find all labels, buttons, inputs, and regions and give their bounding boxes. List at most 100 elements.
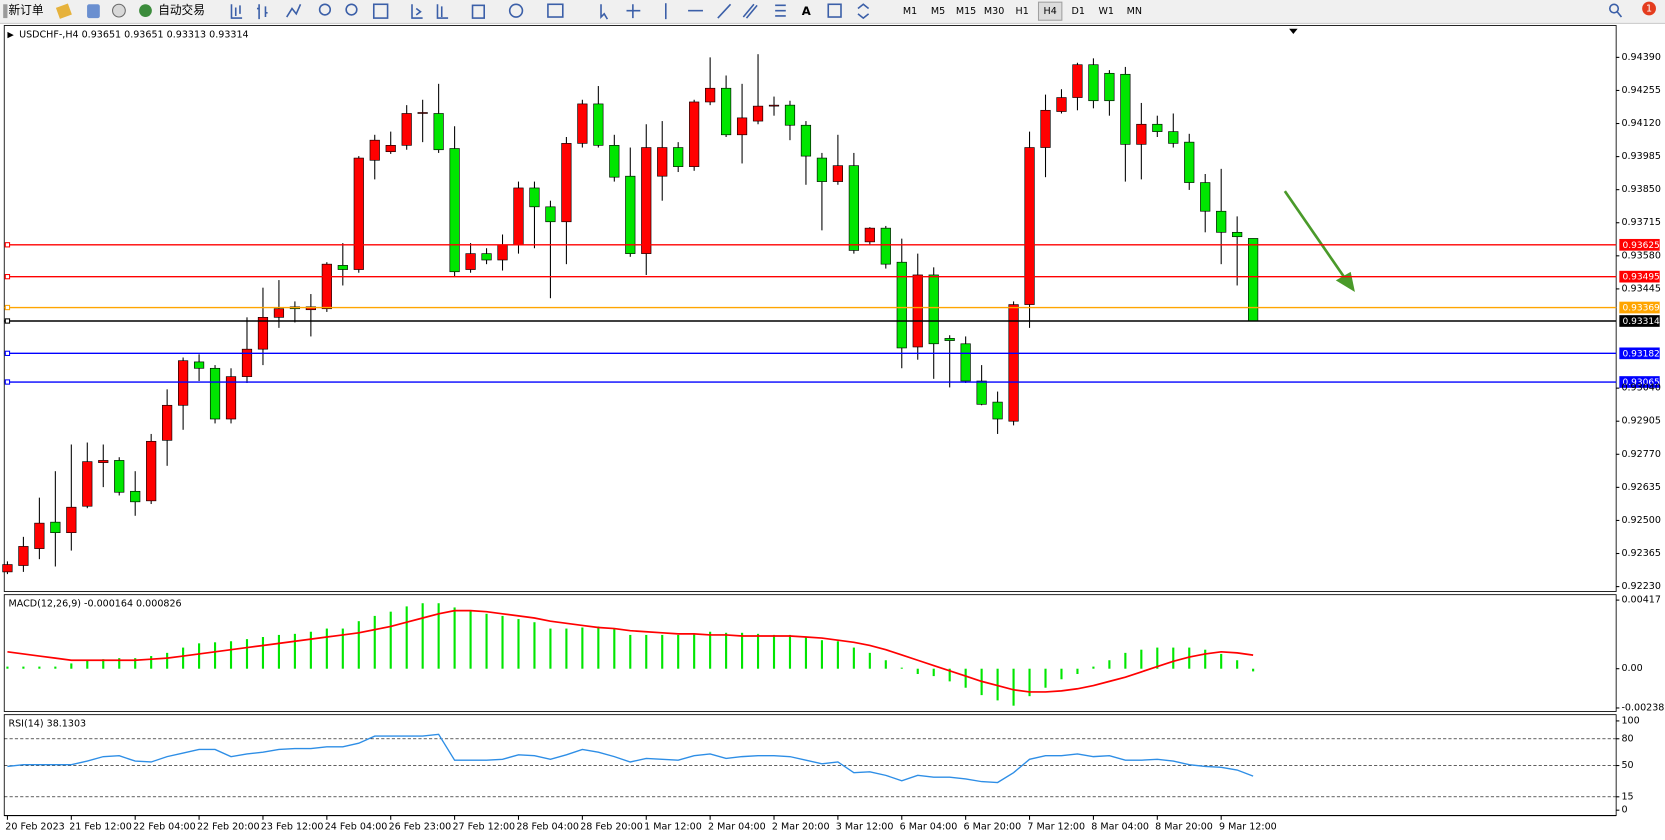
icon[interactable] [471, 4, 486, 19]
candle-body [768, 104, 780, 107]
macd-bar [677, 634, 680, 669]
button-label[interactable]: 新订单 [8, 3, 43, 17]
x-tick-label: 22 Feb 04:00 [133, 822, 196, 833]
x-tick-label: 28 Feb 20:00 [580, 822, 643, 833]
symbol-marker [7, 31, 14, 39]
macd-bar [1188, 647, 1191, 669]
icon[interactable] [230, 4, 243, 19]
timeframe-button[interactable]: M30 [984, 6, 1004, 17]
icon[interactable] [411, 4, 423, 19]
x-tick-label: 8 Mar 20:00 [1155, 822, 1213, 833]
candle-body [130, 490, 141, 503]
timeframe-button[interactable]: MN [1127, 6, 1142, 17]
icon[interactable] [827, 3, 842, 18]
candle-body [1136, 123, 1147, 145]
icon[interactable] [775, 4, 786, 17]
x-tick-label: 20 Feb 2023 [5, 822, 64, 833]
macd-bar [102, 659, 105, 669]
candle-body [146, 440, 157, 502]
icon[interactable] [112, 3, 126, 18]
candle-body [114, 460, 125, 493]
y-tick-label: 15 [1621, 791, 1633, 802]
candle-body [481, 253, 492, 261]
y-tick-label: 0.94120 [1621, 118, 1660, 129]
icon[interactable] [286, 3, 302, 18]
icon[interactable] [87, 4, 100, 19]
icon[interactable] [318, 3, 332, 16]
candle-body [896, 261, 907, 349]
panel-title: RSI(14) 38.1303 [8, 719, 86, 730]
timeframe-button[interactable]: D1 [1071, 6, 1084, 17]
y-tick-label: 80 [1621, 733, 1633, 744]
icon[interactable] [372, 3, 389, 19]
icon[interactable]: A [802, 4, 811, 18]
timeframe-button[interactable]: M15 [956, 6, 976, 17]
icon[interactable] [600, 4, 609, 20]
macd-bar [772, 634, 776, 669]
macd-bar [198, 643, 201, 669]
macd-bar [325, 628, 328, 669]
icon[interactable] [345, 3, 358, 16]
y-tick-label: -0.002387 [1621, 702, 1665, 713]
panel-title: MACD(12,26,9) -0.000164 0.000826 [8, 599, 181, 610]
level-handle [4, 304, 11, 311]
y-tick-label: 0.94255 [1621, 85, 1660, 96]
candle-body [880, 227, 891, 265]
badge[interactable] [1642, 1, 1656, 16]
candle-body [1024, 147, 1035, 305]
macd-bar [549, 628, 552, 669]
y-tick-label: 0.92500 [1621, 515, 1660, 526]
candle-body [705, 87, 716, 103]
icon[interactable] [1616, 11, 1623, 18]
candle-body [257, 317, 269, 350]
panel-title: USDCHF-,H4 0.93651 0.93651 0.93313 0.933… [19, 30, 249, 41]
badge-count[interactable]: 1 [1646, 4, 1652, 15]
macd-bar [709, 631, 712, 669]
rsi-panel [3, 714, 1617, 816]
macd-bar [1092, 666, 1095, 669]
macd-bar [788, 634, 792, 669]
candle-body [657, 147, 668, 177]
icon[interactable] [547, 3, 564, 18]
timeframe-button[interactable]: W1 [1098, 6, 1114, 17]
price-tag-label: 0.93625 [1623, 241, 1660, 251]
price-tag-label: 0.93065 [1623, 378, 1660, 388]
icon[interactable] [742, 3, 758, 19]
button-label[interactable]: 自动交易 [158, 3, 205, 17]
candle-body [561, 143, 572, 223]
candle-body [593, 103, 604, 146]
macd-bar [118, 658, 121, 669]
icon[interactable] [139, 4, 152, 18]
macd-bar [389, 611, 392, 669]
candle-body [1216, 210, 1227, 233]
icon[interactable] [55, 3, 72, 19]
icon[interactable] [626, 4, 641, 19]
macd-bar [1204, 649, 1207, 669]
y-tick-label: 0.92635 [1621, 482, 1660, 493]
tool-icons[interactable] [230, 3, 1623, 20]
timeframe-button[interactable]: M5 [931, 6, 945, 17]
icon[interactable] [857, 3, 870, 20]
macd-bar [725, 632, 728, 669]
shift-marker [1289, 28, 1298, 35]
macd-bar [166, 652, 169, 669]
timeframe-button[interactable]: H1 [1016, 6, 1029, 17]
icon[interactable] [508, 3, 524, 18]
macd-bar [373, 615, 376, 669]
macd-bar [756, 633, 760, 669]
icon[interactable] [1608, 3, 1620, 14]
icon[interactable] [256, 4, 268, 20]
macd-bar [868, 652, 871, 669]
icon[interactable] [717, 3, 732, 19]
candle-body [1152, 123, 1163, 132]
candle-body [689, 101, 700, 167]
macd-bar [1044, 668, 1047, 688]
timeframe-button[interactable]: H4 [1044, 6, 1057, 17]
candle-body [960, 343, 971, 382]
timeframe-button[interactable]: M1 [903, 6, 917, 17]
icon[interactable] [436, 4, 449, 19]
candle-body [1008, 304, 1019, 422]
price-tag [1619, 301, 1660, 314]
candle-body [912, 274, 923, 348]
